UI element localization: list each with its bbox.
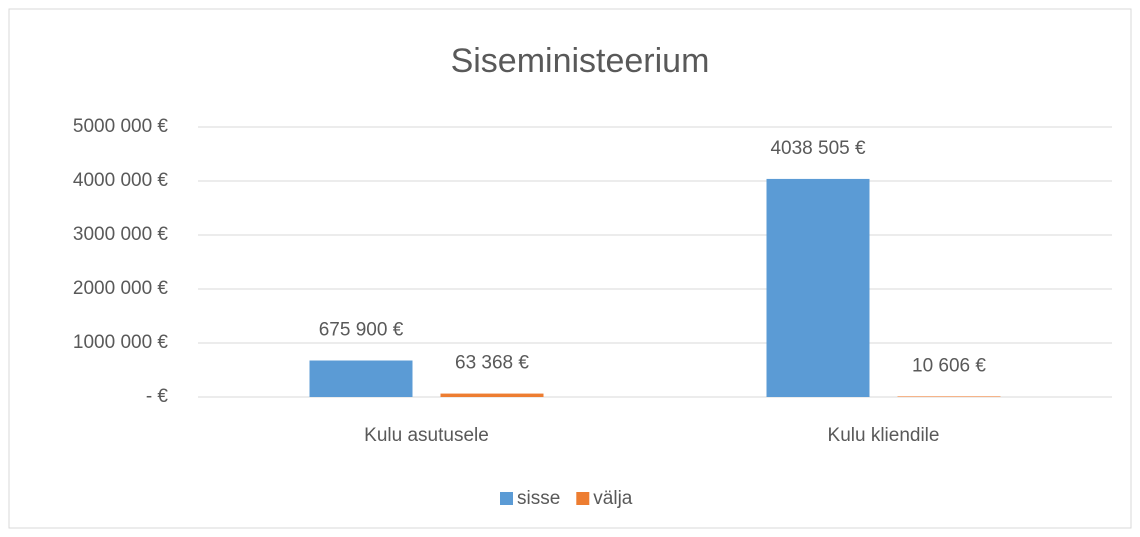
legend-swatch <box>500 492 513 505</box>
chart-title: Siseministeerium <box>451 42 710 80</box>
data-label: 10 606 € <box>912 355 986 376</box>
bar <box>897 396 1001 397</box>
data-label: 63 368 € <box>455 353 529 374</box>
bar <box>440 393 544 397</box>
y-tick-label: - € <box>146 386 169 407</box>
y-tick-label: 3000 000 € <box>73 224 169 245</box>
x-tick-label: Kulu kliendile <box>828 425 940 446</box>
y-tick-label: 4000 000 € <box>73 170 169 191</box>
legend-swatch <box>576 492 590 505</box>
chart-border <box>8 8 1132 529</box>
data-label: 4038 505 € <box>770 138 866 159</box>
y-tick-label: 1000 000 € <box>73 332 169 353</box>
data-label: 675 900 € <box>319 320 404 341</box>
y-tick-label: 5000 000 € <box>73 116 169 137</box>
legend-label: sisse <box>517 488 560 509</box>
x-tick-label: Kulu asutusele <box>364 425 489 446</box>
bar <box>309 360 413 397</box>
bar <box>766 178 870 397</box>
legend-label: välja <box>593 488 633 509</box>
y-tick-label: 2000 000 € <box>73 278 169 299</box>
